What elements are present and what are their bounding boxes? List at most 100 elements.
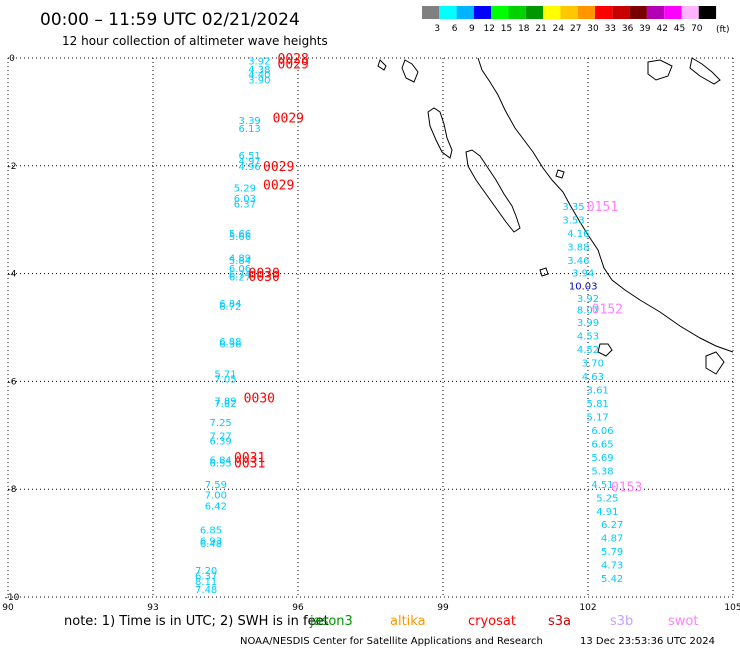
coastline-segment [705, 351, 725, 375]
lat-tick-label: -10 [5, 593, 20, 603]
lat-tick-label: -8 [8, 485, 17, 495]
swh-value: 4.52 [577, 345, 599, 356]
time-label: 0029 [263, 160, 294, 175]
swh-value: 5.71 [214, 369, 236, 380]
swh-value: 6.37 [195, 571, 217, 582]
coastline-segment [539, 267, 549, 277]
swh-value: 3.39 [239, 116, 261, 127]
time-label: 0029 [278, 57, 309, 72]
coastline-segment [465, 149, 521, 233]
legend-swatch [595, 6, 613, 19]
swh-value: 6.36 [219, 340, 241, 351]
lat-tick-label: 0 [9, 54, 15, 64]
swh-value: 4.63 [582, 372, 604, 383]
swh-value: 5.38 [591, 466, 613, 477]
legend-swatch [508, 6, 526, 19]
coastline-segment [477, 57, 734, 353]
longitude-ticks: 90 93 96 99 102 105 [2, 603, 740, 613]
legend-label: 45 [674, 24, 685, 34]
swh-value: 4.91 [596, 507, 618, 518]
swh-value: 5.66 [229, 229, 251, 240]
swh-value: 5.69 [591, 453, 613, 464]
time-label: 0029 [263, 179, 294, 194]
latitude-ticks: 0 -2 -4 -6 -8 -10 [5, 54, 20, 603]
swh-value: 3.90 [248, 76, 270, 87]
time-labels: 0028002900290029002900300030003000310031… [234, 52, 642, 496]
swh-value: 4.16 [567, 229, 589, 240]
swh-value: 6.72 [219, 302, 241, 313]
lon-tick-label: 99 [437, 603, 449, 613]
swh-value: 5.79 [601, 547, 623, 558]
swh-value: 4.53 [577, 332, 599, 343]
swh-value: 5.66 [229, 232, 251, 243]
legend-swatch [664, 6, 682, 19]
swh-value: 6.37 [234, 200, 256, 211]
lon-tick-label: 93 [147, 603, 158, 613]
swh-value: 6.27 [601, 520, 623, 531]
swh-value: 7.00 [205, 491, 227, 502]
legend-swatch [525, 6, 544, 19]
swh-value: 5.29 [234, 183, 256, 194]
swh-value: 6.48 [200, 539, 222, 550]
swh-value: 3.92 [248, 57, 270, 68]
swh-value: 6.93 [200, 536, 222, 547]
lon-tick-label: 96 [292, 603, 304, 613]
swh-value: 6.88 [219, 337, 241, 348]
swh-value: 5.42 [601, 574, 623, 585]
time-label: 0030 [244, 392, 275, 407]
swh-value: 3.94 [572, 269, 594, 280]
legend-swatch [439, 6, 457, 19]
swh-value: 6.74 [229, 270, 251, 281]
time-label: 0029 [273, 111, 304, 126]
lon-tick-label: 90 [2, 603, 14, 613]
swh-points: 3.924.384.403.903.396.136.514.974.965.29… [195, 57, 623, 596]
swh-value: 4.38 [248, 65, 270, 76]
swh-value: 6.03 [234, 194, 256, 205]
coastline-segment [555, 169, 565, 179]
coastline-segment [377, 59, 387, 71]
page-subtitle: 12 hour collection of altimeter wave hei… [62, 34, 328, 48]
legend-label: 70 [691, 24, 703, 34]
coastline-segment [647, 59, 673, 81]
swh-value: 7.48 [195, 585, 217, 596]
satellite-jason3: jason3 [309, 614, 353, 629]
legend-swatch [491, 6, 509, 19]
coastline [377, 57, 734, 375]
swh-value: 3.70 [582, 359, 604, 370]
legend-label: 21 [535, 24, 546, 34]
swh-value: 7.59 [205, 480, 227, 491]
swh-value: 6.84 [219, 299, 241, 310]
legend-swatch [629, 6, 647, 19]
legend-label: 15 [501, 24, 512, 34]
swh-value: 7.82 [214, 399, 236, 410]
legend-label: 6 [452, 24, 458, 34]
swh-value: 8.11 [195, 577, 217, 588]
swh-value: 7.05 [214, 375, 236, 386]
swh-value: 6.06 [229, 264, 251, 275]
legend-swatch [612, 6, 630, 19]
legend-unit: (ft) [716, 25, 730, 35]
swh-value: 7.25 [210, 418, 232, 429]
swh-value: 3.35 [562, 202, 584, 213]
grid-lines [7, 57, 734, 598]
swh-value: 6.42 [205, 501, 227, 512]
legend-swatch [646, 6, 665, 19]
footer-credit: NOAA/NESDIS Center for Satellite Applica… [240, 636, 543, 647]
swh-value: 8.07 [577, 306, 599, 317]
time-label: 0031 [234, 451, 265, 466]
legend-swatch [560, 6, 578, 19]
footer-timestamp: 13 Dec 23:53:36 UTC 2024 [580, 636, 715, 647]
plot-area: 3.924.384.403.903.396.136.514.974.965.29… [7, 52, 734, 598]
swh-value: 3.46 [567, 256, 589, 267]
swh-value: 6.85 [200, 526, 222, 537]
swh-value: 4.51 [591, 480, 613, 491]
legend-label: 24 [553, 24, 565, 34]
satellite-cryosat: cryosat [468, 614, 516, 629]
swh-value: 7.27 [210, 431, 232, 442]
swh-value: 5.81 [587, 399, 609, 410]
legend-label: 3 [434, 24, 440, 34]
swh-value: 3.92 [577, 294, 599, 305]
swh-value: 10.03 [569, 281, 598, 292]
legend-swatch [577, 6, 595, 19]
